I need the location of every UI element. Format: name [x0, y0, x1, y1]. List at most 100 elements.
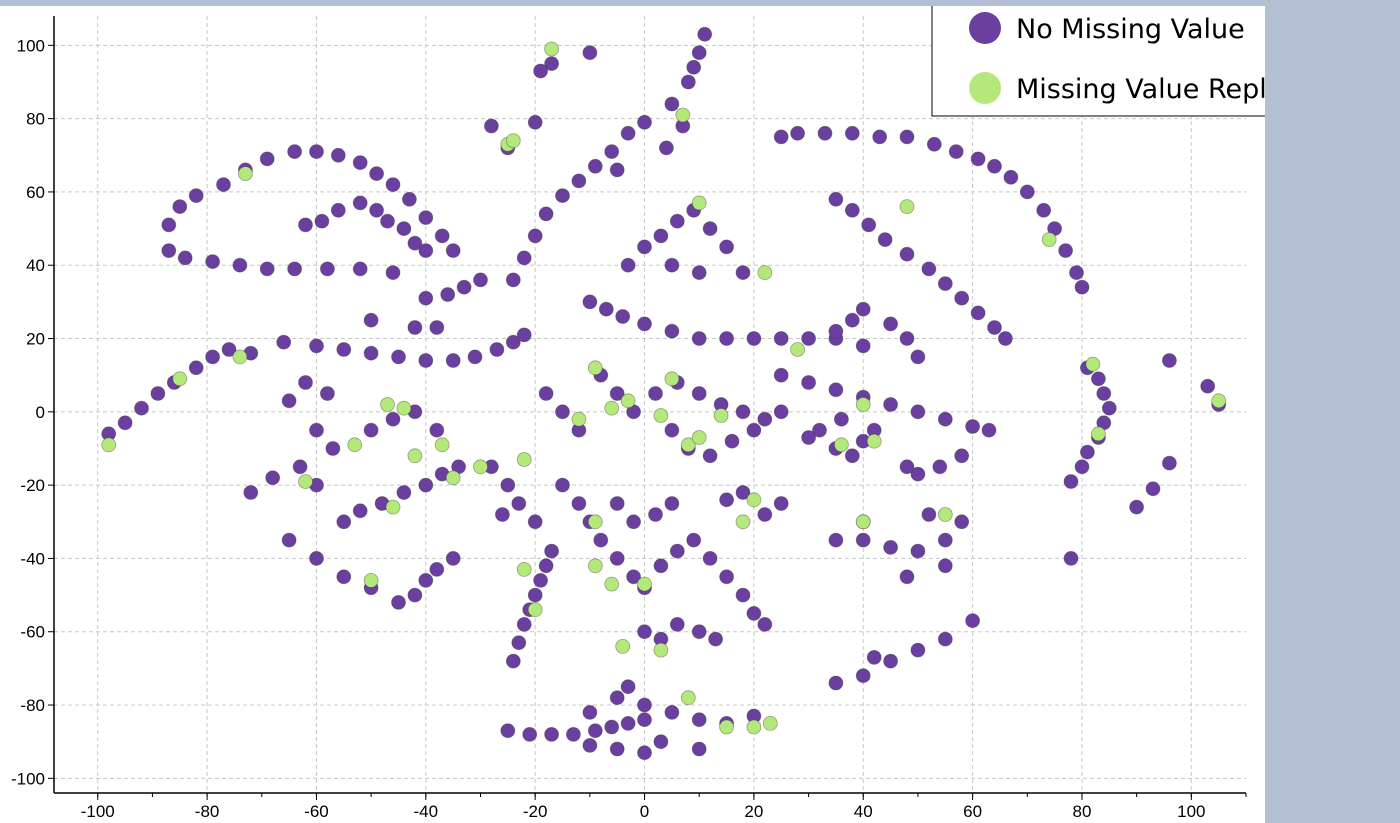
point-no-missing[interactable] — [664, 96, 680, 112]
point-no-missing[interactable] — [593, 532, 609, 548]
point-no-missing[interactable] — [1063, 474, 1079, 489]
point-no-missing[interactable] — [773, 496, 789, 511]
point-no-missing[interactable] — [1074, 279, 1090, 295]
point-no-missing[interactable] — [587, 158, 603, 174]
point-no-missing[interactable] — [637, 697, 652, 713]
point-missing-replaced[interactable] — [516, 452, 532, 467]
point-no-missing[interactable] — [221, 342, 237, 357]
point-no-missing[interactable] — [664, 422, 680, 438]
point-no-missing[interactable] — [773, 331, 789, 346]
point-no-missing[interactable] — [899, 569, 915, 585]
point-no-missing[interactable] — [538, 386, 554, 401]
point-no-missing[interactable] — [1069, 265, 1084, 281]
point-missing-replaced[interactable] — [516, 562, 532, 577]
point-no-missing[interactable] — [910, 404, 926, 420]
point-missing-replaced[interactable] — [866, 433, 882, 449]
point-no-missing[interactable] — [648, 386, 663, 401]
point-no-missing[interactable] — [757, 411, 773, 427]
point-no-missing[interactable] — [598, 301, 614, 317]
point-no-missing[interactable] — [330, 147, 346, 163]
point-no-missing[interactable] — [407, 235, 423, 251]
point-no-missing[interactable] — [582, 45, 598, 61]
point-no-missing[interactable] — [538, 558, 554, 574]
point-no-missing[interactable] — [533, 63, 548, 79]
point-no-missing[interactable] — [292, 459, 308, 475]
point-no-missing[interactable] — [883, 540, 898, 555]
point-no-missing[interactable] — [691, 265, 707, 281]
point-no-missing[interactable] — [790, 125, 805, 141]
point-no-missing[interactable] — [467, 349, 483, 365]
point-missing-replaced[interactable] — [937, 507, 953, 522]
point-no-missing[interactable] — [965, 613, 980, 629]
point-no-missing[interactable] — [954, 290, 970, 306]
point-no-missing[interactable] — [664, 705, 680, 720]
point-missing-replaced[interactable] — [407, 448, 423, 464]
point-no-missing[interactable] — [834, 411, 849, 427]
point-missing-replaced[interactable] — [899, 199, 915, 215]
point-no-missing[interactable] — [385, 265, 401, 281]
point-no-missing[interactable] — [161, 243, 177, 259]
point-no-missing[interactable] — [396, 221, 412, 237]
point-missing-replaced[interactable] — [664, 371, 680, 387]
data-points[interactable] — [101, 26, 1227, 761]
point-no-missing[interactable] — [352, 261, 368, 277]
point-missing-replaced[interactable] — [587, 558, 603, 574]
point-no-missing[interactable] — [719, 331, 734, 346]
point-no-missing[interactable] — [259, 151, 275, 167]
point-no-missing[interactable] — [620, 257, 636, 273]
point-no-missing[interactable] — [719, 239, 734, 255]
point-no-missing[interactable] — [555, 188, 570, 204]
point-no-missing[interactable] — [516, 250, 532, 266]
point-no-missing[interactable] — [669, 213, 685, 229]
point-missing-replaced[interactable] — [527, 602, 543, 618]
point-no-missing[interactable] — [664, 496, 680, 511]
point-no-missing[interactable] — [691, 741, 707, 757]
point-missing-replaced[interactable] — [385, 499, 401, 515]
point-no-missing[interactable] — [691, 712, 707, 728]
point-no-missing[interactable] — [637, 712, 652, 728]
point-no-missing[interactable] — [571, 173, 587, 189]
point-no-missing[interactable] — [828, 323, 844, 339]
point-no-missing[interactable] — [434, 228, 450, 244]
point-no-missing[interactable] — [844, 448, 860, 464]
point-no-missing[interactable] — [921, 261, 937, 277]
point-no-missing[interactable] — [719, 492, 734, 508]
point-missing-replaced[interactable] — [855, 514, 871, 530]
point-no-missing[interactable] — [1096, 386, 1112, 401]
point-no-missing[interactable] — [686, 59, 702, 75]
point-missing-replaced[interactable] — [834, 437, 849, 453]
point-no-missing[interactable] — [669, 543, 685, 559]
point-no-missing[interactable] — [276, 334, 292, 350]
point-no-missing[interactable] — [352, 503, 368, 519]
point-no-missing[interactable] — [1019, 184, 1035, 200]
point-no-missing[interactable] — [937, 558, 953, 574]
point-no-missing[interactable] — [418, 243, 434, 259]
point-no-missing[interactable] — [615, 309, 631, 324]
point-no-missing[interactable] — [500, 477, 516, 493]
point-no-missing[interactable] — [1162, 353, 1177, 368]
point-no-missing[interactable] — [812, 422, 827, 438]
point-no-missing[interactable] — [287, 144, 303, 160]
point-no-missing[interactable] — [418, 353, 434, 368]
point-no-missing[interactable] — [937, 411, 953, 427]
point-no-missing[interactable] — [363, 422, 379, 438]
point-no-missing[interactable] — [418, 477, 434, 493]
point-no-missing[interactable] — [653, 734, 669, 750]
point-no-missing[interactable] — [899, 246, 915, 262]
point-no-missing[interactable] — [899, 459, 915, 475]
point-no-missing[interactable] — [505, 334, 521, 350]
point-missing-replaced[interactable] — [232, 349, 248, 365]
point-no-missing[interactable] — [637, 624, 652, 640]
point-no-missing[interactable] — [801, 375, 816, 390]
point-no-missing[interactable] — [309, 551, 324, 566]
point-no-missing[interactable] — [527, 514, 543, 530]
point-missing-replaced[interactable] — [587, 360, 603, 376]
point-no-missing[interactable] — [336, 342, 352, 357]
point-no-missing[interactable] — [1091, 371, 1106, 387]
point-no-missing[interactable] — [855, 668, 871, 684]
point-no-missing[interactable] — [363, 345, 379, 361]
point-no-missing[interactable] — [817, 125, 833, 141]
point-no-missing[interactable] — [746, 331, 762, 346]
point-no-missing[interactable] — [172, 199, 188, 215]
point-no-missing[interactable] — [309, 144, 324, 160]
